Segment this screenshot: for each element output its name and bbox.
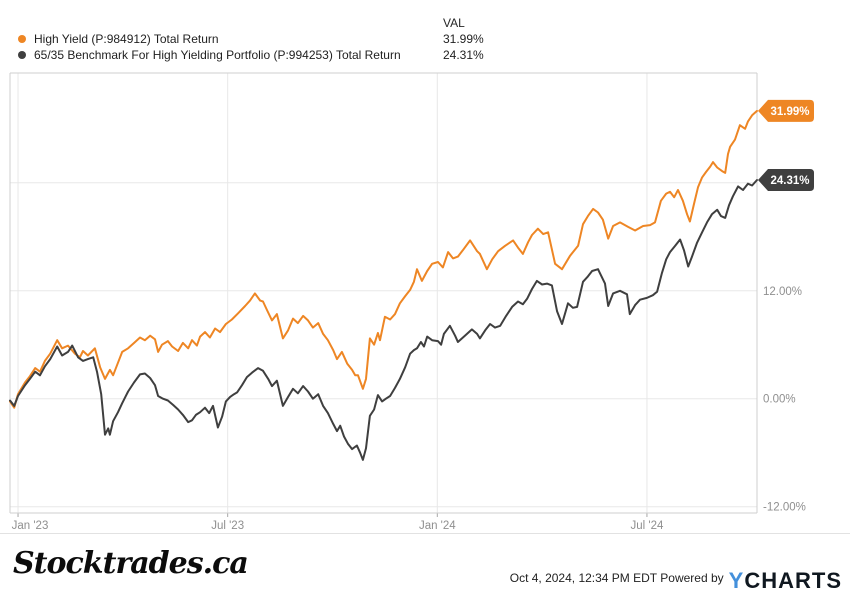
svg-text:0.00%: 0.00%	[763, 394, 796, 406]
legend-label: High Yield (P:984912) Total Return	[34, 32, 219, 46]
svg-text:-12.00%: -12.00%	[763, 502, 806, 514]
footer-attribution: Oct 4, 2024, 12:34 PM EDT Powered by YCHA…	[510, 568, 842, 594]
footer-divider	[0, 533, 850, 534]
timestamp: Oct 4, 2024, 12:34 PM EDT Powered by	[509, 571, 724, 585]
ycharts-logo: YCHARTS	[728, 568, 842, 593]
legend-value: 24.31%	[443, 48, 484, 62]
chart-canvas: Jan '23 Jul '23 Jan '24 Jul '24 12.00% 0.00% -…	[9, 72, 814, 532]
series-color-dot	[18, 51, 26, 59]
svg-text:31.99%: 31.99%	[770, 106, 809, 118]
svg-text:Jul '23: Jul '23	[211, 520, 244, 532]
svg-text:Jul '24: Jul '24	[630, 520, 663, 532]
legend-item-high-yield: High Yield (P:984912) Total Return 31.99…	[0, 31, 850, 47]
svg-text:12.00%: 12.00%	[763, 286, 802, 298]
series-color-dot	[18, 35, 26, 43]
brand-logo: Stocktrades.ca	[13, 546, 249, 581]
svg-text:Jan '24: Jan '24	[419, 520, 456, 532]
svg-text:24.31%: 24.31%	[770, 175, 809, 187]
svg-text:Jan '23: Jan '23	[12, 520, 49, 532]
ycharts-y-glyph: Y	[728, 568, 745, 593]
legend-value: 31.99%	[443, 32, 484, 46]
legend-item-benchmark: 65/35 Benchmark For High Yielding Portfo…	[0, 47, 850, 63]
legend-label: 65/35 Benchmark For High Yielding Portfo…	[34, 48, 401, 62]
legend-val-header: VAL	[443, 16, 465, 30]
